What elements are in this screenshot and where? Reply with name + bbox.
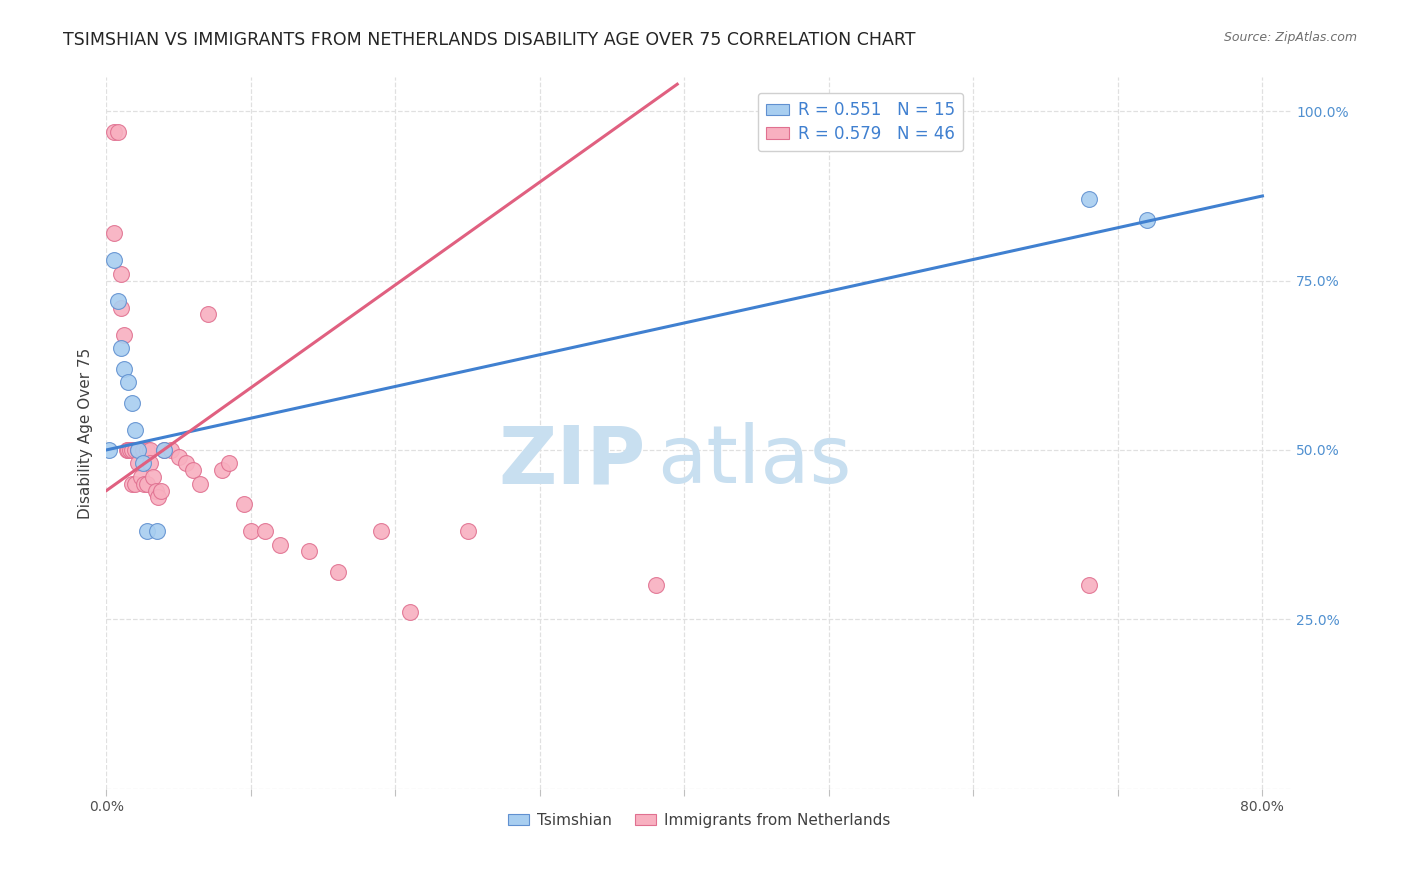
Point [127,457,149,471]
Point [644,578,666,592]
Point [107,293,129,308]
Point [121,395,143,409]
Text: Source: ZipAtlas.com: Source: ZipAtlas.com [1223,31,1357,45]
Point [167,450,190,464]
Point [153,442,176,457]
Point [139,457,162,471]
Point [135,524,157,538]
Point [142,470,165,484]
Point [174,457,197,471]
Point [127,442,149,457]
Point [139,442,162,457]
Point [211,463,233,477]
Point [112,327,135,342]
Point [103,125,125,139]
Point [110,301,132,315]
Point [118,442,141,457]
Point [107,125,129,139]
Point [153,442,176,457]
Point [110,342,132,356]
Point [298,544,321,558]
Point [148,491,170,505]
Text: ZIP: ZIP [498,423,645,500]
Point [135,442,157,457]
Point [131,457,153,471]
Point [98,442,121,457]
Point [370,524,392,538]
Point [110,267,132,281]
Point [254,524,277,538]
Point [103,226,125,240]
Point [117,442,139,457]
Point [129,470,152,484]
Point [326,565,349,579]
Point [132,476,155,491]
Point [269,538,291,552]
Legend: Tsimshian, Immigrants from Netherlands: Tsimshian, Immigrants from Netherlands [502,807,896,834]
Point [124,423,146,437]
Point [146,524,169,538]
Point [124,442,146,457]
Text: TSIMSHIAN VS IMMIGRANTS FROM NETHERLANDS DISABILITY AGE OVER 75 CORRELATION CHAR: TSIMSHIAN VS IMMIGRANTS FROM NETHERLANDS… [63,31,915,49]
Point [190,476,212,491]
Point [145,483,167,498]
Text: atlas: atlas [658,423,852,500]
Point [181,463,204,477]
Point [218,457,240,471]
Point [121,442,143,457]
Y-axis label: Disability Age Over 75: Disability Age Over 75 [79,347,93,518]
Point [399,606,422,620]
Point [232,497,254,511]
Point [124,476,146,491]
Point [197,308,219,322]
Point [1136,212,1159,227]
Point [115,442,138,457]
Point [103,253,125,268]
Point [121,476,143,491]
Point [117,375,139,389]
Point [239,524,262,538]
Point [1078,578,1101,592]
Point [131,442,153,457]
Point [457,524,479,538]
Point [160,442,183,457]
Point [150,483,173,498]
Point [127,442,149,457]
Point [1078,192,1101,206]
Point [135,476,157,491]
Point [112,361,135,376]
